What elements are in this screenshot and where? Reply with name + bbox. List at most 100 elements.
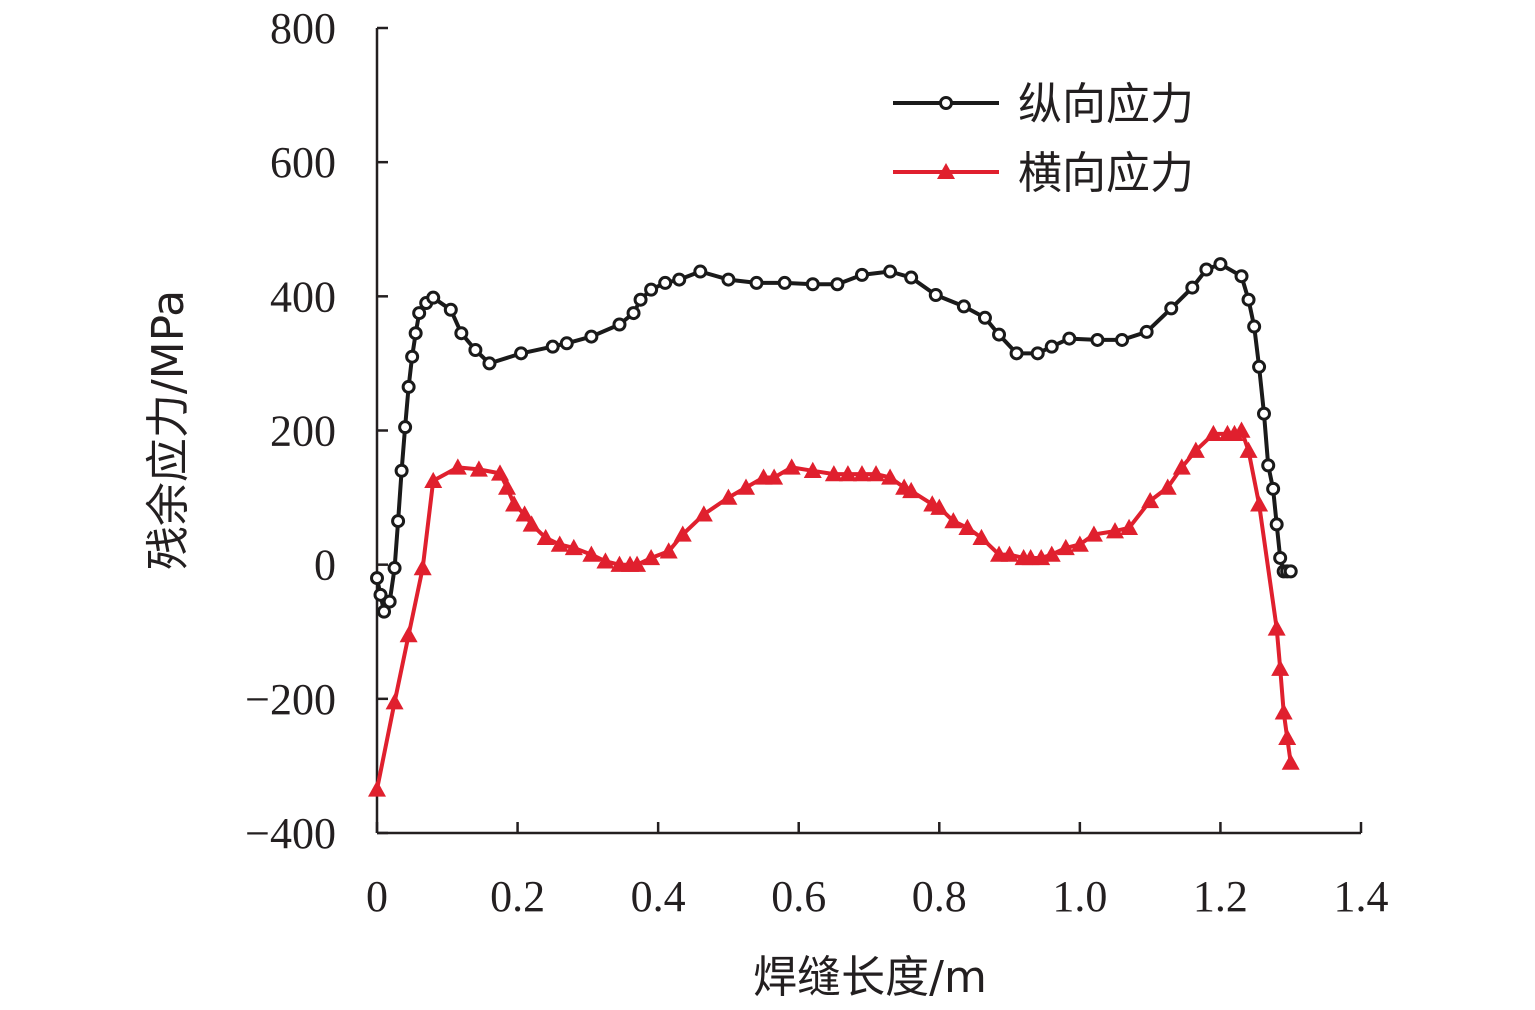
data-point	[693, 264, 708, 279]
data-point	[443, 302, 458, 317]
data-point	[1274, 703, 1293, 720]
data-point	[1250, 495, 1269, 512]
data-point	[867, 465, 886, 482]
data-point	[536, 528, 555, 546]
data-point	[498, 478, 517, 495]
data-point	[515, 505, 534, 522]
data-point	[749, 275, 764, 290]
legend-item-longitudinal: 纵向应力	[893, 79, 1194, 130]
x-tick-label: 1.4	[1334, 872, 1389, 921]
x-tick-label: 0.8	[912, 872, 967, 921]
data-point	[394, 463, 409, 478]
data-point	[1164, 301, 1179, 316]
data-point	[408, 326, 423, 341]
legend-marker-longitudinal	[939, 96, 953, 110]
data-point	[1252, 359, 1267, 374]
data-point	[628, 555, 647, 572]
y-tick-label: −200	[245, 675, 336, 724]
y-tick-label: 800	[270, 4, 336, 53]
data-point	[412, 306, 427, 321]
series-line	[375, 262, 1291, 614]
data-point	[642, 548, 661, 566]
data-point	[370, 571, 384, 586]
data-point	[694, 505, 713, 522]
legend-label-longitudinal: 纵向应力	[1018, 79, 1194, 130]
data-point	[387, 561, 402, 576]
data-point	[1269, 517, 1284, 532]
x-tick-label: 0.6	[771, 872, 826, 921]
data-point	[721, 272, 736, 287]
data-point	[550, 535, 569, 552]
data-point	[405, 349, 420, 364]
data-point	[1056, 538, 1075, 556]
data-point	[944, 512, 963, 529]
data-point	[385, 693, 404, 710]
data-point	[1257, 406, 1272, 421]
data-point	[1186, 441, 1205, 458]
data-point	[883, 264, 898, 279]
data-point	[1062, 331, 1077, 346]
legend-marker-transverse	[937, 163, 955, 179]
data-point	[956, 299, 971, 314]
series-longitudinal	[370, 257, 1298, 619]
data-point	[765, 468, 784, 485]
data-point	[612, 317, 627, 332]
y-tick-label: 600	[270, 138, 336, 187]
data-point	[559, 336, 574, 351]
y-tick-label: 0	[314, 541, 336, 590]
data-point	[469, 460, 488, 477]
data-point	[1090, 332, 1105, 347]
data-point	[830, 277, 845, 292]
legend: 纵向应力 横向应力	[893, 79, 1194, 199]
data-point	[1000, 545, 1019, 562]
data-point	[1106, 522, 1124, 539]
data-point	[368, 780, 386, 797]
data-point	[805, 277, 820, 292]
data-point	[902, 481, 921, 499]
data-point	[377, 604, 392, 619]
data-point	[673, 525, 692, 542]
data-point	[1120, 518, 1139, 535]
data-point	[958, 518, 977, 535]
x-tick-label: 0	[366, 872, 388, 921]
data-point	[401, 379, 416, 394]
data-point	[1141, 491, 1160, 509]
data-point	[391, 514, 406, 529]
data-point	[1271, 659, 1290, 676]
x-ticks: 0 0.2 0.4 0.6 0.8 1.0 1.2 1.4	[366, 822, 1389, 921]
data-point	[1009, 346, 1024, 361]
data-point	[626, 306, 641, 321]
data-point	[854, 267, 869, 282]
data-point	[1158, 478, 1177, 495]
data-point	[633, 292, 648, 307]
data-point	[491, 464, 509, 481]
x-axis-title: 焊缝长度/m	[753, 952, 987, 1003]
data-point	[582, 545, 601, 562]
x-tick-label: 0.2	[490, 872, 545, 921]
data-point	[972, 528, 991, 546]
data-point	[1213, 257, 1228, 272]
data-point	[399, 626, 418, 643]
data-point	[904, 270, 919, 285]
data-point	[1204, 424, 1223, 442]
data-point	[737, 478, 755, 495]
data-point	[482, 356, 497, 371]
x-tick-label: 1.2	[1193, 872, 1248, 921]
data-point	[1199, 262, 1214, 277]
data-point	[1261, 458, 1276, 473]
data-point	[1283, 564, 1298, 579]
data-point	[803, 461, 822, 478]
data-point	[1267, 619, 1286, 636]
y-ticks: 800 600 400 200 0 −200 −400	[245, 4, 388, 858]
data-point	[992, 327, 1007, 342]
data-point	[881, 468, 900, 485]
data-point	[448, 458, 467, 475]
data-point	[1247, 319, 1262, 334]
data-point	[928, 287, 943, 302]
data-point	[514, 346, 529, 361]
data-point	[1084, 525, 1103, 542]
data-point	[777, 275, 792, 290]
data-point	[1278, 728, 1297, 745]
data-point	[1239, 441, 1258, 458]
